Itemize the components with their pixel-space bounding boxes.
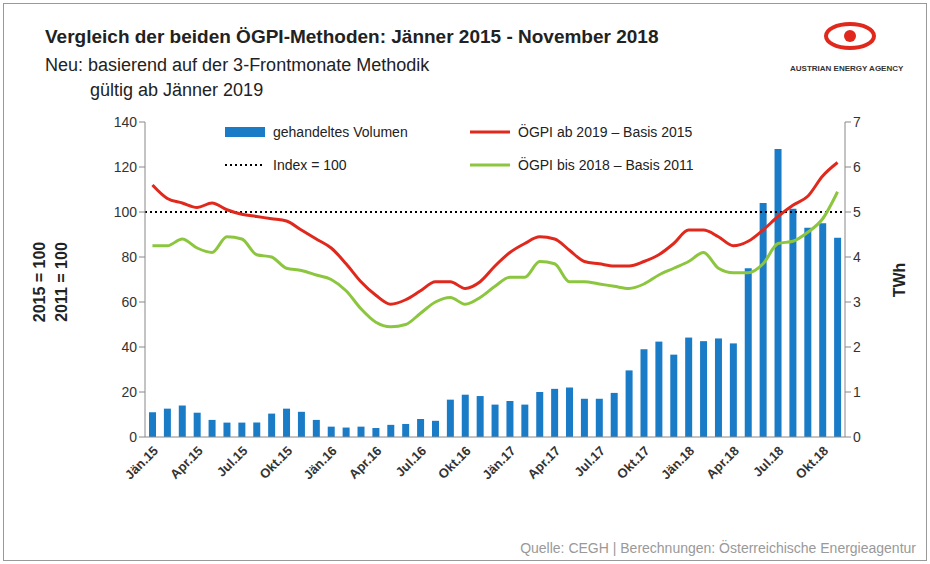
svg-text:0: 0 — [853, 429, 861, 445]
svg-text:Apr.16: Apr.16 — [346, 443, 385, 482]
svg-text:Okt.18: Okt.18 — [793, 443, 832, 482]
svg-text:Okt.15: Okt.15 — [256, 443, 295, 482]
html-text:Quelle: CEGH | Berechnungen: Ö: Quelle: CEGH | Berechnungen: Österreichi… — [520, 540, 916, 556]
svg-text:Jul.15: Jul.15 — [214, 443, 251, 480]
html-text:Vergleich der beiden ÖGPI-Meth: Vergleich der beiden ÖGPI-Methoden: Jänn… — [45, 26, 659, 47]
svg-text:5: 5 — [853, 204, 861, 220]
html-text:AUSTRIAN ENERGY AGENCY: AUSTRIAN ENERGY AGENCY — [790, 64, 904, 73]
svg-text:Jän.17: Jän.17 — [479, 443, 518, 482]
svg-text:Jän.16: Jän.16 — [301, 443, 340, 482]
svg-text:60: 60 — [121, 294, 137, 310]
svg-text:Apr.17: Apr.17 — [525, 443, 564, 482]
svg-text:100: 100 — [114, 204, 138, 220]
svg-text:80: 80 — [121, 249, 137, 265]
svg-text:120: 120 — [114, 159, 138, 175]
svg-text:40: 40 — [121, 339, 137, 355]
svg-text:Jul.16: Jul.16 — [393, 443, 430, 480]
svg-text:7: 7 — [853, 114, 861, 130]
svg-text:Okt.16: Okt.16 — [435, 443, 474, 482]
html-text:gültig ab Jänner 2019: gültig ab Jänner 2019 — [90, 80, 264, 100]
svg-text:140: 140 — [114, 114, 138, 130]
svg-text:Okt.17: Okt.17 — [614, 443, 653, 482]
html-text:ÖGPI bis 2018 – Basis 2011: ÖGPI bis 2018 – Basis 2011 — [518, 157, 694, 173]
html-text:TWh: TWh — [891, 262, 908, 298]
svg-text:Jän.15: Jän.15 — [122, 443, 161, 482]
svg-text:Apr.15: Apr.15 — [167, 443, 206, 482]
html-text:Neu: basierend auf der 3-Front: Neu: basierend auf der 3-Frontmonate Met… — [45, 55, 430, 75]
html-text:2011 = 100: 2011 = 100 — [53, 242, 70, 322]
svg-text:4: 4 — [853, 249, 861, 265]
svg-text:Jul.18: Jul.18 — [750, 443, 787, 480]
svg-text:Jul.17: Jul.17 — [571, 443, 608, 480]
svg-text:Apr.18: Apr.18 — [703, 443, 742, 482]
html-text:gehandeltes Volumen: gehandeltes Volumen — [273, 124, 408, 140]
html-text:Index = 100: Index = 100 — [273, 157, 347, 173]
html-text:2015 = 100: 2015 = 100 — [31, 241, 48, 323]
svg-text:1: 1 — [853, 384, 861, 400]
html-text:ÖGPI ab 2019 – Basis 2015: ÖGPI ab 2019 – Basis 2015 — [518, 124, 693, 140]
svg-text:6: 6 — [853, 159, 861, 175]
svg-text:2: 2 — [853, 339, 861, 355]
svg-text:20: 20 — [121, 384, 137, 400]
svg-text:0: 0 — [129, 429, 137, 445]
svg-text:3: 3 — [853, 294, 861, 310]
svg-text:Jän.18: Jän.18 — [658, 443, 697, 482]
